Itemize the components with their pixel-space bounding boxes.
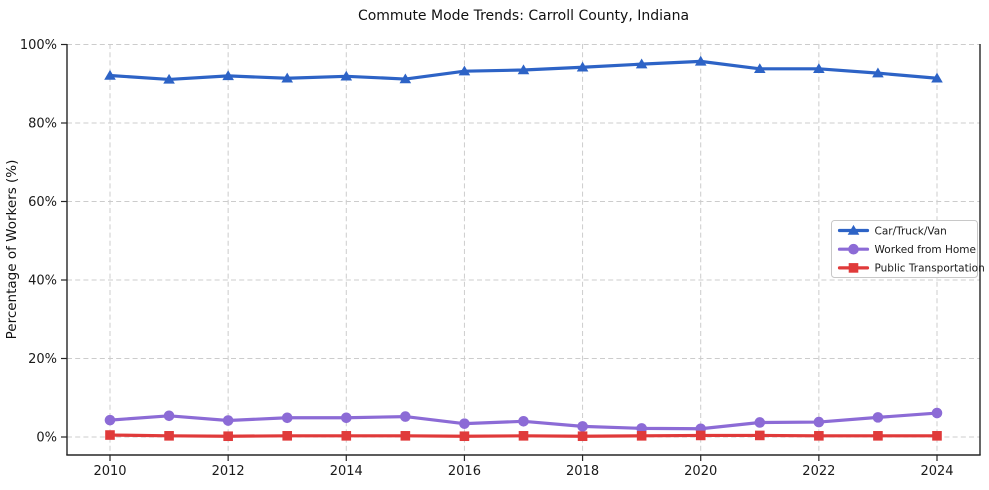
legend-item-public-transportation: Public Transportation xyxy=(837,263,985,275)
x-tick-label: 2022 xyxy=(802,464,835,479)
series-marker-car-truck-van xyxy=(635,58,648,69)
x-tick-label: 2012 xyxy=(212,464,245,479)
series-marker-worked-from-home xyxy=(163,410,175,422)
y-tick-label: 40% xyxy=(28,274,57,289)
series-marker-car-truck-van xyxy=(163,73,175,84)
series-marker-car-truck-van xyxy=(458,65,471,76)
series-public-transportation xyxy=(105,430,942,442)
x-tick-label: 2014 xyxy=(330,464,363,479)
series-marker-public-transportation xyxy=(814,431,824,441)
series-marker-public-transportation xyxy=(105,430,115,440)
series-marker-worked-from-home xyxy=(872,412,884,423)
y-tick-label: 60% xyxy=(28,195,57,210)
series-marker-car-truck-van xyxy=(399,73,412,84)
y-axis-label: Percentage of Workers (%) xyxy=(4,160,20,340)
legend-label-car-truck-van: Car/Truck/Van xyxy=(875,225,947,237)
series-marker-worked-from-home xyxy=(459,418,470,429)
series-marker-public-transportation xyxy=(873,431,883,441)
series-marker-car-truck-van xyxy=(694,55,707,66)
series-marker-worked-from-home xyxy=(931,407,943,419)
legend-label-public-transportation: Public Transportation xyxy=(875,263,985,275)
series-marker-worked-from-home xyxy=(518,416,529,427)
series-marker-car-truck-van xyxy=(753,63,766,74)
series-marker-worked-from-home xyxy=(104,414,116,426)
series-marker-public-transportation xyxy=(459,431,470,442)
x-tick-label: 2024 xyxy=(920,464,953,479)
legend-item-car-truck-van: Car/Truck/Van xyxy=(837,224,947,237)
legend-item-worked-from-home: Worked from Home xyxy=(837,243,976,256)
chart-title: Commute Mode Trends: Carroll County, Ind… xyxy=(358,8,689,24)
series-marker-public-transportation xyxy=(400,431,411,441)
series-marker-public-transportation xyxy=(341,431,352,441)
legend-swatch-marker-car-truck-van xyxy=(847,224,860,235)
series-layer xyxy=(104,55,943,442)
x-tick-label: 2018 xyxy=(566,464,599,479)
series-marker-car-truck-van xyxy=(576,61,589,72)
x-tick-label: 2020 xyxy=(684,464,717,479)
series-marker-public-transportation xyxy=(695,430,706,441)
series-marker-worked-from-home xyxy=(222,415,234,426)
series-marker-public-transportation xyxy=(754,430,765,441)
y-tick-label: 0% xyxy=(36,431,57,446)
series-marker-public-transportation xyxy=(577,431,588,442)
series-marker-worked-from-home xyxy=(281,412,293,424)
series-car-truck-van xyxy=(104,55,943,84)
series-marker-car-truck-van xyxy=(281,72,294,83)
series-marker-public-transportation xyxy=(282,431,293,441)
series-marker-worked-from-home xyxy=(400,411,411,422)
x-tick-label: 2016 xyxy=(448,464,481,479)
series-marker-car-truck-van xyxy=(104,69,116,80)
series-marker-car-truck-van xyxy=(813,63,825,74)
legend-swatch-marker-public-transportation xyxy=(848,263,859,273)
series-marker-car-truck-van xyxy=(931,72,943,83)
y-tick-label: 80% xyxy=(28,117,57,132)
axes-layer: 0% 20% 40% 60% 80% 100% 2010 2012 2014 2016 2018 20… xyxy=(20,38,981,479)
series-marker-public-transportation xyxy=(223,431,233,442)
x-tick-label: 2010 xyxy=(93,464,126,479)
series-marker-public-transportation xyxy=(932,431,942,441)
series-marker-worked-from-home xyxy=(577,421,588,432)
series-marker-car-truck-van xyxy=(517,64,530,75)
series-marker-public-transportation xyxy=(164,431,174,441)
series-marker-worked-from-home xyxy=(754,417,766,428)
series-marker-car-truck-van xyxy=(340,70,353,81)
legend-label-worked-from-home: Worked from Home xyxy=(875,244,976,256)
series-marker-worked-from-home xyxy=(813,416,825,428)
series-worked-from-home xyxy=(104,407,943,435)
y-tick-label: 100% xyxy=(20,38,57,53)
y-tick-label: 20% xyxy=(28,352,57,367)
series-marker-worked-from-home xyxy=(340,412,352,424)
legend-swatch-marker-worked-from-home xyxy=(848,243,859,255)
legend-box xyxy=(831,220,978,278)
series-marker-car-truck-van xyxy=(222,70,234,81)
legend: Car/Truck/Van Worked from Home Public Tran… xyxy=(831,220,985,278)
series-marker-public-transportation xyxy=(636,431,647,441)
series-marker-public-transportation xyxy=(518,431,529,441)
series-marker-car-truck-van xyxy=(872,67,884,78)
series-marker-worked-from-home xyxy=(636,423,647,434)
